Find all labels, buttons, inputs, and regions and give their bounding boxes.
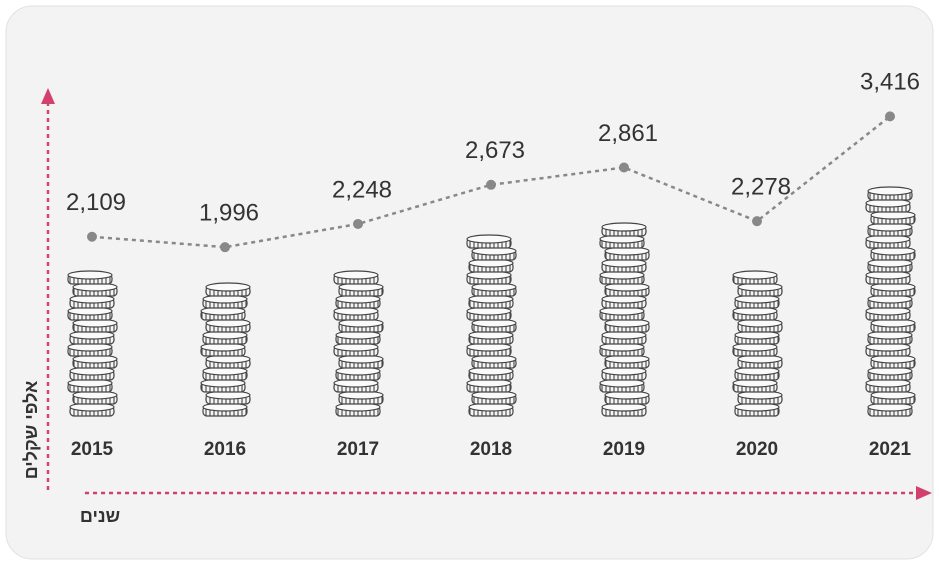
data-label: 1,996 [199,200,259,227]
data-label: 3,416 [860,69,920,96]
x-tick-label: 2020 [736,439,778,460]
coin-stack [333,270,384,417]
data-label: 2,248 [332,176,392,203]
coin-face [867,186,913,196]
x-tick-label: 2015 [71,439,114,460]
x-axis-label: שנים [80,506,120,526]
coin-face [333,270,379,280]
coin-face [67,270,113,280]
x-tick-label: 2021 [869,439,912,460]
coin-face [205,282,251,292]
point [220,242,230,253]
coin-stack [200,282,251,417]
x-tick-label: 2017 [337,439,379,460]
coin-stack [466,234,517,417]
coin-face [466,234,512,244]
data-label: 2,109 [66,189,126,216]
point [486,179,496,190]
x-tick-label: 2018 [470,439,512,460]
y-axis-label: אלפי שקלים [21,381,41,480]
point [619,162,629,173]
coin-face [601,222,647,232]
x-axis-arrow [916,486,932,500]
x-tick-label: 2016 [204,439,246,460]
point [885,111,895,122]
data-label: 2,278 [731,174,791,201]
data-label: 2,673 [465,137,525,164]
coin-face [732,270,778,280]
point [752,216,762,227]
coin-stack [67,270,118,417]
y-axis-arrow [41,88,55,104]
point [87,231,97,242]
coin-stack [865,186,916,417]
point [353,218,363,229]
coin-stack [732,270,783,417]
x-tick-label: 2019 [603,439,645,460]
data-label: 2,861 [598,120,658,147]
coin-stack [599,222,650,417]
